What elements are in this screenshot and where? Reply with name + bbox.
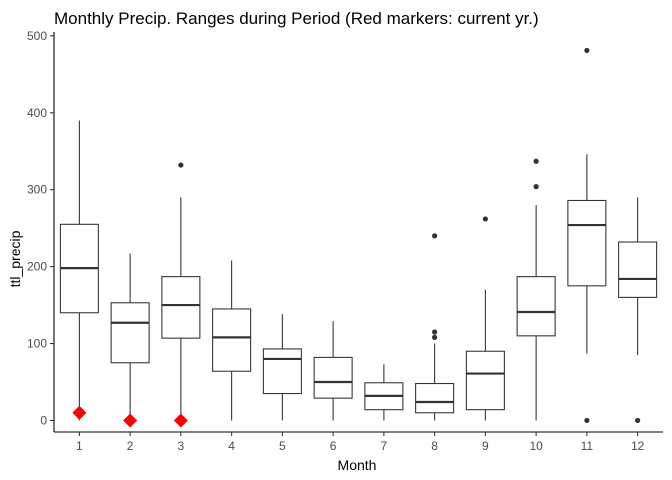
box	[465, 350, 505, 411]
box-month-9	[465, 216, 505, 421]
box	[516, 276, 556, 337]
y-tick-label: 200	[27, 260, 47, 274]
x-tick-label: 5	[279, 439, 286, 453]
x-tick-label: 9	[482, 439, 489, 453]
outlier-point	[533, 184, 539, 190]
outlier-point	[432, 334, 438, 340]
outlier-point	[584, 47, 590, 54]
box-month-4	[212, 260, 252, 421]
box	[618, 241, 658, 298]
box-month-6	[313, 321, 353, 421]
x-tick-label: 6	[330, 439, 337, 453]
y-tick-label: 100	[27, 337, 47, 351]
outlier-point	[635, 417, 641, 424]
outlier-point	[178, 162, 184, 168]
box	[415, 383, 455, 414]
x-tick-label: 11	[581, 439, 594, 453]
x-axis-label: Month	[338, 457, 377, 473]
outlier-point	[533, 158, 539, 164]
current-year-marker-1	[72, 405, 87, 420]
x-tick-label: 2	[127, 439, 134, 453]
box-month-8	[415, 233, 455, 421]
box-month-7	[364, 364, 404, 421]
box	[110, 302, 150, 364]
box	[161, 276, 201, 339]
outlier-point	[432, 233, 438, 239]
chart-title: Monthly Precip. Ranges during Period (Re…	[54, 9, 539, 28]
x-tick-label: 1	[76, 439, 83, 453]
box	[262, 348, 302, 395]
y-tick-label: 0	[40, 413, 47, 427]
outlier-point	[482, 216, 488, 222]
box	[567, 199, 607, 287]
box-month-10	[516, 158, 556, 421]
box-month-11	[567, 47, 607, 424]
box	[313, 356, 353, 399]
x-tick-label: 12	[631, 439, 645, 453]
y-tick-label: 500	[27, 29, 47, 43]
plot-area	[59, 47, 658, 428]
box-month-2	[110, 253, 150, 421]
outlier-point	[432, 329, 438, 335]
x-tick-label: 4	[228, 439, 235, 453]
box	[212, 308, 252, 372]
y-axis-label: ttl_precip	[7, 230, 23, 287]
current-year-marker-3	[173, 413, 188, 428]
x-tick-label: 8	[431, 439, 438, 453]
y-tick-label: 300	[27, 183, 47, 197]
x-tick-label: 10	[529, 439, 543, 453]
box-month-12	[618, 197, 658, 424]
box-month-3	[161, 162, 201, 421]
current-year-marker-2	[123, 413, 138, 428]
x-tick-label: 3	[178, 439, 185, 453]
box-month-5	[262, 314, 302, 421]
box-month-1	[59, 120, 99, 421]
y-tick-label: 400	[27, 106, 47, 120]
x-tick-label: 7	[381, 439, 388, 453]
outlier-point	[584, 417, 590, 424]
